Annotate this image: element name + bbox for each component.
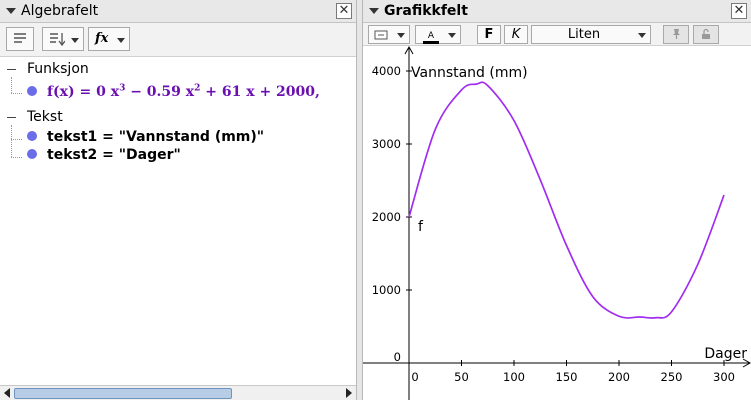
- sort-by-button[interactable]: [42, 27, 84, 51]
- category-label: Funksjon: [27, 61, 89, 77]
- y-axis-arrow-icon: [404, 45, 414, 55]
- horizontal-scrollbar[interactable]: [0, 385, 356, 400]
- collapse-minus-icon[interactable]: [7, 69, 16, 70]
- x-tick-label: 200: [608, 370, 630, 384]
- box-style-icon: [374, 30, 388, 40]
- close-graphics-button[interactable]: ✕: [731, 3, 747, 19]
- x-tick-label: 50: [454, 370, 469, 384]
- text-definition: tekst2 = "Dager": [47, 147, 181, 163]
- graphics-panel: Grafikkfelt ✕ A F K Liten: [362, 0, 751, 400]
- y-tick-label: 4000: [372, 64, 401, 78]
- lock-icon: [702, 28, 710, 39]
- x-tick-label: 0: [411, 370, 418, 384]
- list-item-tekst1[interactable]: tekst1 = "Vannstand (mm)": [27, 129, 264, 145]
- background-style-button[interactable]: [368, 25, 410, 44]
- tree-line: [11, 93, 22, 94]
- pin-button[interactable]: [663, 25, 689, 44]
- sort-icon: [50, 33, 66, 47]
- bold-button[interactable]: F: [477, 25, 501, 44]
- scroll-right-icon[interactable]: [346, 388, 352, 398]
- chevron-down-icon: [71, 38, 79, 43]
- tree-line: [11, 139, 22, 140]
- text-size-value: Liten: [567, 27, 601, 42]
- list-item-f[interactable]: f(x) = 0 x3 − 0.59 x2 + 61 x + 2000,: [27, 83, 320, 100]
- collapse-minus-icon[interactable]: [7, 117, 16, 118]
- italic-button[interactable]: K: [504, 25, 528, 44]
- y-tick-label: 1000: [372, 283, 401, 297]
- algebra-toolbar: fx: [0, 23, 356, 57]
- y-tick-label: 2000: [372, 210, 401, 224]
- algebra-panel: Algebrafelt ✕ fx: [0, 0, 357, 400]
- function-label[interactable]: f: [418, 219, 424, 235]
- category-label: Tekst: [27, 109, 63, 125]
- text-size-select[interactable]: Liten: [531, 25, 651, 44]
- tree-line: [11, 77, 12, 93]
- visibility-dot-icon[interactable]: [27, 85, 37, 96]
- collapse-triangle-icon[interactable]: [6, 8, 16, 14]
- scroll-left-icon[interactable]: [4, 388, 10, 398]
- chevron-down-icon: [117, 38, 125, 43]
- toggle-auxiliary-button[interactable]: [6, 27, 34, 51]
- x-tick-label: 300: [713, 370, 735, 384]
- fx-icon: fx: [95, 31, 109, 46]
- lock-button[interactable]: [693, 25, 719, 44]
- y-axis-label[interactable]: Vannstand (mm): [411, 65, 528, 81]
- visibility-dot-icon[interactable]: [27, 131, 37, 141]
- scrollbar-thumb[interactable]: [14, 388, 232, 399]
- x-tick-label: 100: [503, 370, 525, 384]
- algebra-titlebar[interactable]: Algebrafelt ✕: [0, 0, 356, 23]
- y-tick-label: 0: [394, 350, 401, 364]
- axes: [363, 45, 751, 400]
- description-mode-button[interactable]: fx: [88, 27, 130, 51]
- list-item-tekst2[interactable]: tekst2 = "Dager": [27, 147, 181, 163]
- algebra-title: Algebrafelt: [21, 3, 99, 19]
- chevron-down-icon: [448, 33, 456, 38]
- close-algebra-button[interactable]: ✕: [336, 3, 352, 19]
- x-tick-label: 250: [661, 370, 683, 384]
- text-definition: tekst1 = "Vannstand (mm)": [47, 129, 265, 145]
- pin-icon: [673, 29, 680, 39]
- collapse-triangle-icon[interactable]: [369, 8, 379, 14]
- function-definition: f(x) = 0 x3 − 0.59 x2 + 61 x + 2000,: [47, 83, 320, 100]
- tree-line: [11, 125, 12, 157]
- y-tick-label: 3000: [372, 137, 401, 151]
- chevron-down-icon: [638, 33, 646, 38]
- panel-splitter[interactable]: [357, 0, 362, 400]
- x-axis-label[interactable]: Dager: [704, 346, 747, 362]
- graphics-title: Grafikkfelt: [384, 3, 468, 19]
- text-color-button[interactable]: A: [415, 25, 461, 44]
- visibility-dot-icon[interactable]: [27, 149, 37, 159]
- x-axis-arrow-icon: [742, 358, 751, 368]
- x-tick-label: 150: [556, 370, 578, 384]
- graphics-titlebar[interactable]: Grafikkfelt ✕: [363, 0, 751, 23]
- style-bar: A F K Liten: [363, 23, 751, 46]
- tree-line: [11, 157, 22, 158]
- list-lines-icon: [14, 33, 26, 43]
- function-curve[interactable]: [408, 81, 725, 319]
- chevron-down-icon: [397, 33, 405, 38]
- text-color-icon: A: [423, 32, 439, 44]
